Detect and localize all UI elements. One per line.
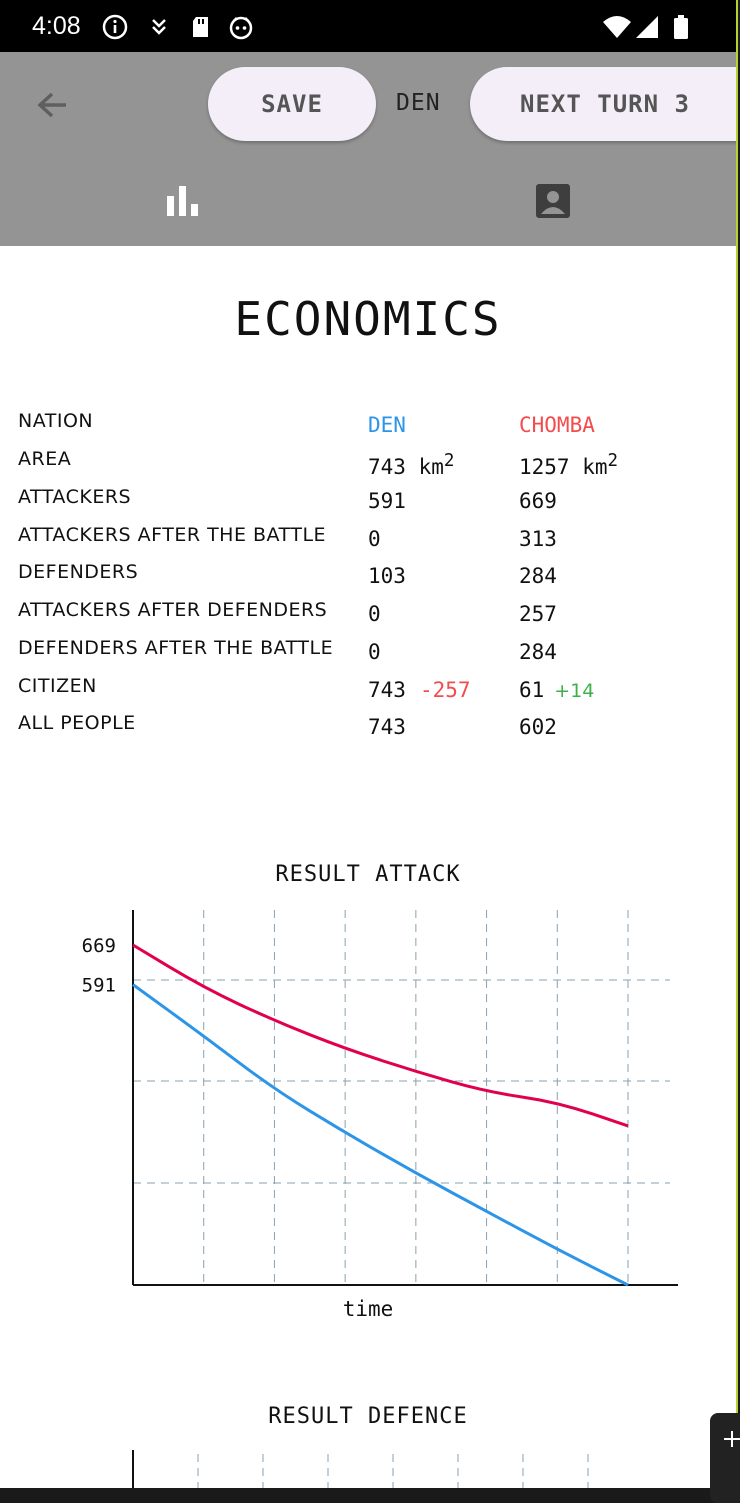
page-title: ECONOMICS xyxy=(234,292,502,346)
chart-title-defence: RESULT DEFENCE xyxy=(268,1404,468,1429)
chomba-value-text: 257 xyxy=(519,602,557,626)
y-tick-label: 669 xyxy=(82,935,116,957)
den-value: 0 xyxy=(368,527,381,551)
battery-icon xyxy=(674,15,688,39)
chomba-value: 284 xyxy=(519,564,557,588)
chomba-value-text: 669 xyxy=(519,489,557,513)
series-line-0 xyxy=(132,943,629,1128)
cat-icon xyxy=(229,16,253,40)
info-icon xyxy=(102,14,128,40)
status-bar: 4:08 xyxy=(0,0,736,52)
next-turn-button[interactable]: NEXT TURN 3 xyxy=(470,67,736,141)
chomba-value: 61 +14 xyxy=(519,678,594,702)
sd-card-icon xyxy=(193,17,208,37)
stat-label: AREA xyxy=(18,448,72,470)
account-box-icon[interactable] xyxy=(534,182,572,220)
bar-chart-icon[interactable] xyxy=(166,184,200,218)
stat-row: DEFENDERS 103 284 xyxy=(18,561,718,599)
chomba-value: 669 xyxy=(519,489,557,513)
stat-row: ATTACKERS 591 669 xyxy=(18,486,718,524)
stat-row: ATTACKERS AFTER DEFENDERS 0 257 xyxy=(18,599,718,637)
x-axis-label: time xyxy=(343,1297,394,1321)
den-delta: -257 xyxy=(419,678,471,702)
den-value: 743 xyxy=(368,715,406,739)
stat-row: AREA 743 km2 1257 km2 xyxy=(18,448,718,486)
series-line-1 xyxy=(132,983,629,1287)
den-value-text: 591 xyxy=(368,489,406,513)
chomba-value: 1257 km2 xyxy=(519,451,618,479)
chomba-value-text: 284 xyxy=(519,640,557,664)
den-value-text: 743 km xyxy=(368,455,444,479)
save-button[interactable]: SAVE xyxy=(208,67,376,141)
stat-label: CITIZEN xyxy=(18,675,97,697)
den-value: 743 -257 xyxy=(368,678,471,702)
app-bar: SAVE DEN NEXT TURN 3 xyxy=(0,52,736,246)
chomba-value-text: 61 xyxy=(519,678,545,702)
stat-label: ATTACKERS AFTER THE BATTLE xyxy=(18,524,327,546)
chomba-value-text: 284 xyxy=(519,564,557,588)
signal-icon xyxy=(636,16,658,38)
stat-label: NATION xyxy=(18,410,94,432)
stat-row: DEFENDERS AFTER THE BATTLE 0 284 xyxy=(18,637,718,675)
den-value-text: 743 xyxy=(368,678,406,702)
den-value-text: 0 xyxy=(368,602,381,626)
current-nation-label: DEN xyxy=(396,90,441,116)
chomba-value-text: CHOMBA xyxy=(519,413,595,437)
den-value: 0 xyxy=(368,602,381,626)
den-value: DEN xyxy=(368,413,406,437)
plus-icon xyxy=(724,1431,740,1447)
chomba-delta: +14 xyxy=(554,680,595,702)
den-value-text: 743 xyxy=(368,715,406,739)
attack-chart: 669 591 time xyxy=(82,910,678,1321)
den-value-text: 0 xyxy=(368,640,381,664)
stat-label: DEFENDERS AFTER THE BATTLE xyxy=(18,637,334,659)
drag-handle[interactable] xyxy=(710,1413,740,1503)
stat-label: DEFENDERS xyxy=(18,561,139,583)
stat-label: ATTACKERS AFTER DEFENDERS xyxy=(18,599,328,621)
chomba-value-text: 1257 km xyxy=(519,455,608,479)
stat-row: NATION DEN CHOMBA xyxy=(18,410,718,448)
defence-chart xyxy=(132,1450,589,1488)
back-arrow-icon[interactable] xyxy=(30,84,74,128)
chomba-value: 284 xyxy=(519,640,557,664)
stat-row: ALL PEOPLE 743 602 xyxy=(18,712,718,750)
chomba-value-text: 313 xyxy=(519,527,557,551)
den-value: 103 xyxy=(368,564,406,588)
status-time: 4:08 xyxy=(32,12,81,40)
chomba-value: 602 xyxy=(519,715,557,739)
y-tick-label: 591 xyxy=(82,975,116,997)
chomba-value: 313 xyxy=(519,527,557,551)
stat-label: ATTACKERS xyxy=(18,486,132,508)
den-unit-exponent: 2 xyxy=(443,451,455,471)
chomba-unit-exponent: 2 xyxy=(607,451,619,471)
den-value-text: 0 xyxy=(368,527,381,551)
den-value-text: DEN xyxy=(368,413,406,437)
chart-title-attack: RESULT ATTACK xyxy=(275,862,461,887)
chomba-value-text: 602 xyxy=(519,715,557,739)
chomba-value: 257 xyxy=(519,602,557,626)
stat-row: CITIZEN 743 -257 61 +14 xyxy=(18,675,718,713)
wifi-icon xyxy=(603,16,631,38)
stat-row: ATTACKERS AFTER THE BATTLE 0 313 xyxy=(18,524,718,562)
den-value: 0 xyxy=(368,640,381,664)
stat-label: ALL PEOPLE xyxy=(18,712,136,734)
den-value: 743 km2 xyxy=(368,451,454,479)
download-icon xyxy=(152,19,166,35)
chomba-value: CHOMBA xyxy=(519,413,595,437)
den-value-text: 103 xyxy=(368,564,406,588)
den-value: 591 xyxy=(368,489,406,513)
